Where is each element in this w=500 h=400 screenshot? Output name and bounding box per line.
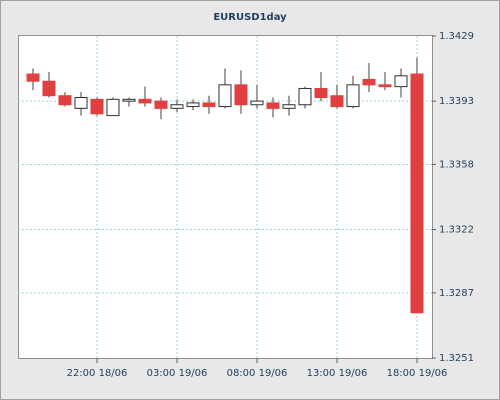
candle-body — [234, 84, 248, 106]
y-tick-label: 1.3358 — [439, 159, 474, 170]
candle-body — [106, 98, 120, 117]
candle-body — [90, 98, 104, 115]
candle-body — [330, 95, 344, 108]
candle-body — [250, 100, 264, 106]
candle-body — [346, 84, 360, 108]
y-tick-label: 1.3322 — [439, 225, 474, 236]
candle-body — [218, 84, 232, 108]
candle-body — [122, 98, 136, 102]
candle-body — [202, 102, 216, 108]
candle-body — [378, 84, 392, 88]
candle-body — [138, 98, 152, 104]
candle-body — [282, 104, 296, 109]
y-tick-label: 1.3429 — [439, 31, 474, 42]
candle-body — [266, 102, 280, 109]
y-tick-label: 1.3251 — [439, 353, 474, 364]
candle-body — [362, 78, 376, 86]
x-tick-label: 18:00 19/06 — [387, 368, 448, 379]
chart-title: EURUSD1day — [213, 12, 287, 23]
x-tick-label: 22:00 18/06 — [67, 368, 128, 379]
candle-body — [154, 100, 168, 109]
candle-body — [42, 80, 56, 97]
candle-body — [186, 102, 200, 108]
y-tick-label: 1.3287 — [439, 288, 474, 299]
candle-body — [410, 73, 424, 314]
y-tick-label: 1.3393 — [439, 96, 474, 107]
x-tick-label: 13:00 19/06 — [307, 368, 368, 379]
candle-body — [298, 87, 312, 106]
x-tick-label: 08:00 19/06 — [227, 368, 288, 379]
x-tick-label: 03:00 19/06 — [147, 368, 208, 379]
candle-body — [26, 73, 40, 82]
candle-body — [314, 87, 328, 99]
candle-body — [74, 97, 88, 109]
candle-body — [394, 75, 408, 88]
candle-body — [170, 104, 184, 109]
candle-body — [58, 95, 72, 106]
